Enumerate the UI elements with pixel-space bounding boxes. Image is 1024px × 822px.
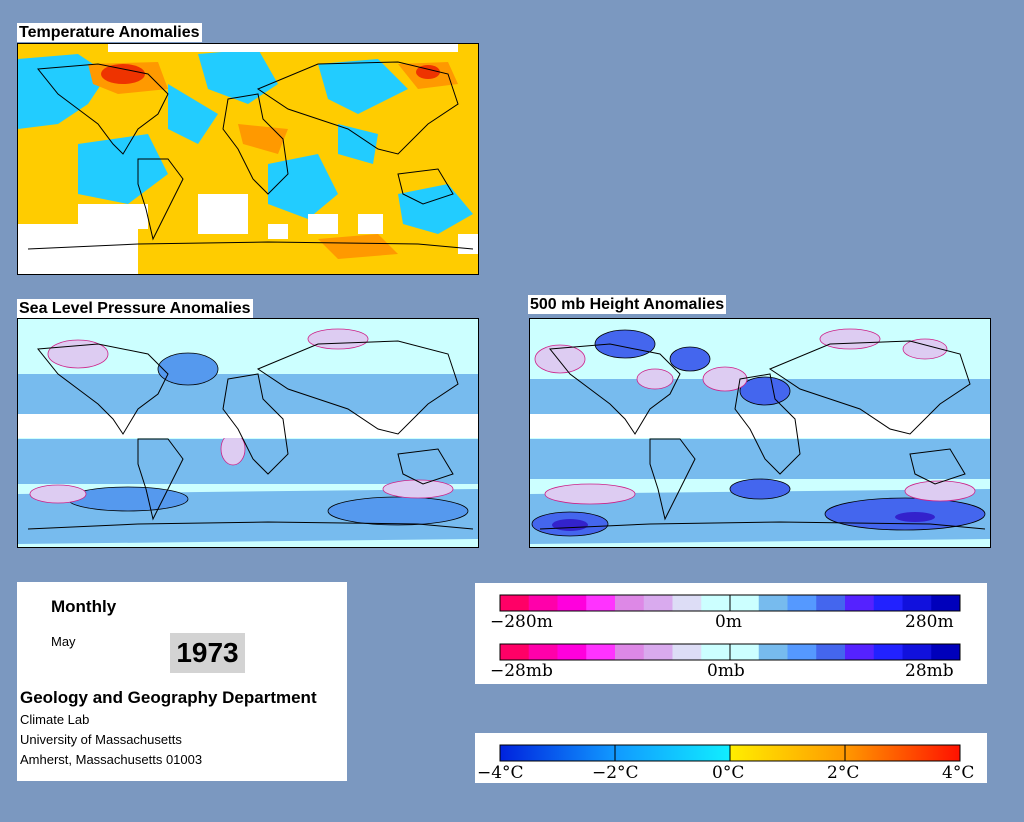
slp-map-title: Sea Level Pressure Anomalies	[17, 299, 253, 318]
legend-swatch	[528, 595, 558, 611]
missing-data-band	[530, 414, 990, 438]
legend-swatch	[758, 644, 788, 660]
legend-swatch	[931, 644, 961, 660]
legend-swatch	[672, 595, 702, 611]
temp-label-minus4: −4°C	[477, 763, 524, 783]
legend-swatch	[931, 595, 961, 611]
department-name: Geology and Geography Department	[20, 688, 317, 707]
legend-swatch	[873, 595, 903, 611]
legend-swatch	[787, 644, 817, 660]
legend-swatch	[528, 644, 558, 660]
slp-anomaly-map	[17, 318, 479, 548]
legend-swatch	[845, 595, 875, 611]
height-left-label: −280m	[490, 612, 553, 632]
height-anomaly-map	[529, 318, 991, 548]
height-pressure-legend: −280m 0m 280m −28mb 0mb 28mb	[475, 583, 987, 684]
legend-swatch	[615, 595, 645, 611]
legend-swatch	[672, 644, 702, 660]
legend-swatch	[816, 595, 846, 611]
year-label: 1973	[170, 633, 245, 673]
hot-spots	[101, 64, 440, 84]
cold-regions	[18, 49, 473, 234]
legend-swatch	[730, 595, 760, 611]
legend-swatch	[701, 595, 731, 611]
pressure-right-label: 28mb	[905, 661, 954, 681]
legend-swatch	[586, 644, 616, 660]
pressure-left-label: −28mb	[490, 661, 553, 681]
legend-swatch	[730, 644, 760, 660]
pressure-center-label: 0mb	[707, 661, 745, 681]
legend-swatch	[787, 595, 817, 611]
legend-swatch	[845, 644, 875, 660]
temp-label-0: 0°C	[712, 763, 744, 783]
legend-swatch	[902, 595, 932, 611]
legend-swatch	[557, 595, 587, 611]
missing-data-band	[18, 414, 478, 438]
address: Amherst, Massachusetts 01003	[20, 752, 203, 767]
temperature-anomaly-map	[17, 43, 479, 275]
strong-negative	[67, 352, 469, 526]
positive-height	[534, 328, 976, 505]
temp-label-minus2: −2°C	[592, 763, 639, 783]
legend-swatch	[701, 644, 731, 660]
info-panel: Monthly May 1973 Geology and Geography D…	[17, 582, 347, 781]
legend-swatch	[902, 644, 932, 660]
legend-swatch	[816, 644, 846, 660]
legend-swatch	[557, 644, 587, 660]
month-label: May	[51, 634, 76, 649]
temp-label-4: 4°C	[942, 763, 974, 783]
legend-swatch	[586, 595, 616, 611]
temp-label-2: 2°C	[827, 763, 859, 783]
height-map-title: 500 mb Height Anomalies	[528, 295, 727, 314]
temperature-map-title: Temperature Anomalies	[17, 23, 202, 42]
pressure-color-bar	[499, 643, 961, 661]
coastlines	[539, 340, 986, 530]
university-name: University of Massachusetts	[20, 732, 182, 747]
legend-swatch	[615, 644, 645, 660]
legend-swatch	[873, 644, 903, 660]
legend-swatch	[758, 595, 788, 611]
legend-swatch	[500, 644, 530, 660]
legend-swatch	[643, 644, 673, 660]
missing-data	[18, 44, 478, 274]
height-right-label: 280m	[905, 612, 954, 632]
height-color-bar	[499, 594, 961, 612]
lab-name: Climate Lab	[20, 712, 90, 727]
temperature-legend: −4°C −2°C 0°C 2°C 4°C	[475, 733, 987, 783]
temperature-ticks	[499, 745, 961, 761]
height-center-label: 0m	[715, 612, 742, 632]
legend-swatch	[643, 595, 673, 611]
coastlines	[27, 340, 474, 530]
coastlines	[27, 61, 474, 250]
legend-swatch	[500, 595, 530, 611]
period-label: Monthly	[51, 597, 117, 616]
